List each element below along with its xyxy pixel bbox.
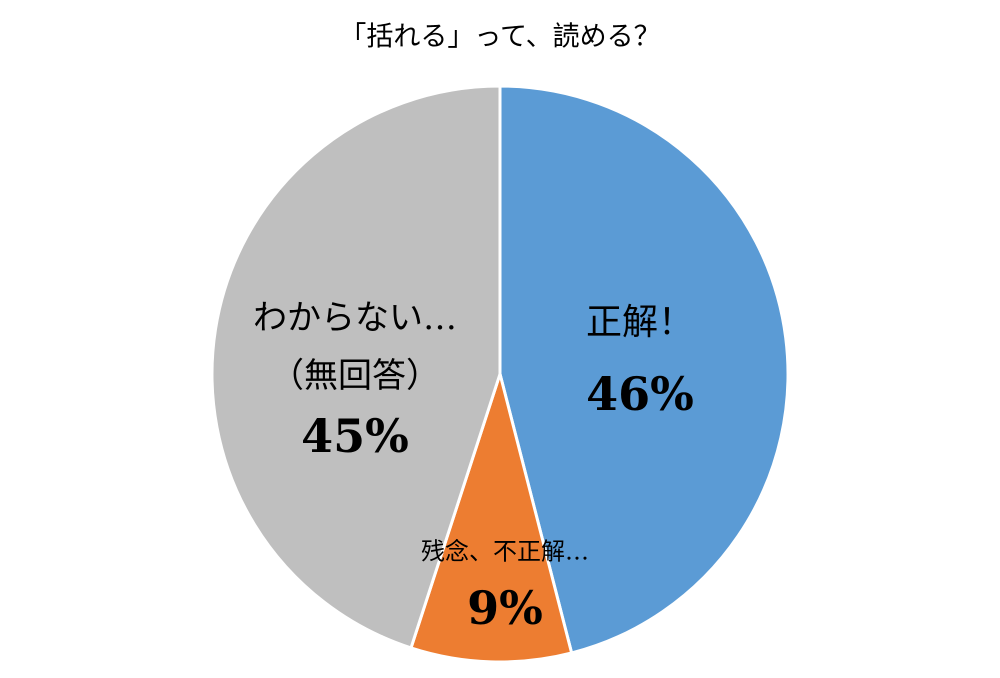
pie-slice bbox=[498, 84, 790, 655]
pie-slice bbox=[409, 368, 574, 664]
pie-slice bbox=[210, 84, 502, 650]
value-label: 9% bbox=[467, 581, 543, 635]
slice-label: わからない…（無回答） bbox=[253, 298, 457, 396]
slice-label: 残念、不正解… bbox=[421, 538, 589, 566]
slice-label: 正解！ bbox=[586, 302, 694, 343]
value-label: 45% bbox=[301, 409, 409, 463]
chart-title: 「括れる」って、読める？ bbox=[339, 22, 660, 53]
value-label: 46% bbox=[586, 367, 694, 421]
